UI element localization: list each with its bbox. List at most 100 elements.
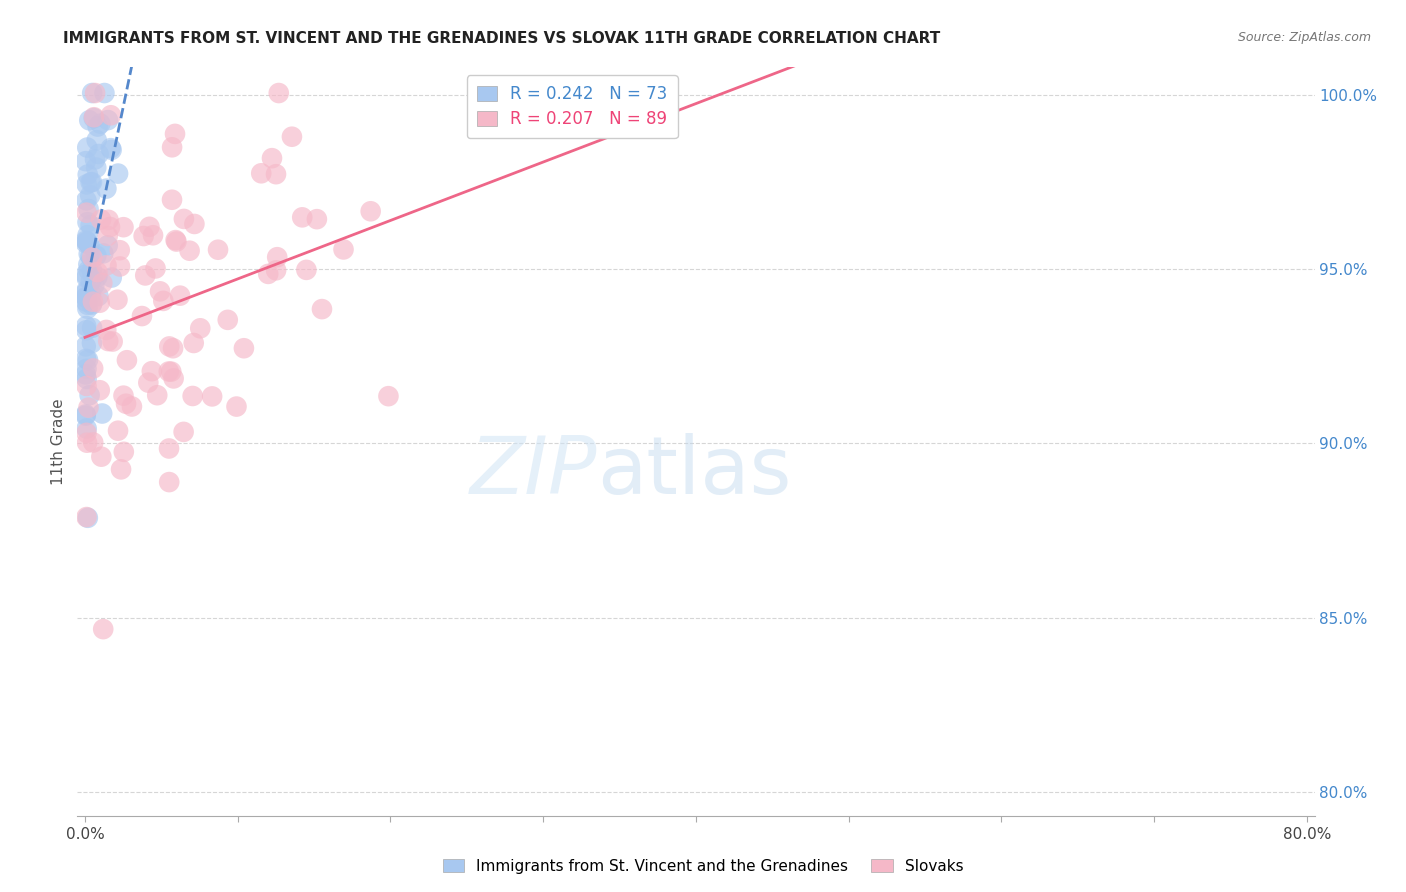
Point [377,389,399,403]
Point [91,276,114,290]
Point [160,365,183,379]
Point [257,267,280,281]
Point [80,287,103,301]
Point [157,339,180,353]
Point [75,351,97,366]
Point [82,321,104,335]
Point [77,202,100,216]
Point [75,323,97,337]
Point [97,113,120,128]
Point [76,510,98,524]
Point [75,339,97,353]
Point [107,167,129,181]
Point [76,235,98,250]
Point [163,127,186,141]
Point [76,291,98,305]
Point [201,389,224,403]
Point [157,442,180,456]
Point [90,212,112,227]
Point [76,205,98,219]
Point [76,435,98,450]
Point [76,140,98,154]
Point [75,294,97,309]
Text: atlas: atlas [598,433,792,510]
Point [142,228,165,243]
Point [183,336,205,351]
Point [250,166,273,180]
Point [79,175,101,189]
Point [80,175,103,189]
Point [91,407,114,421]
Point [138,376,160,390]
Point [79,238,101,252]
Point [107,293,129,307]
Legend: R = 0.242   N = 73, R = 0.207   N = 89: R = 0.242 N = 73, R = 0.207 N = 89 [467,75,678,138]
Text: Source: ZipAtlas.com: Source: ZipAtlas.com [1237,31,1371,45]
Point [86,120,108,134]
Point [82,294,104,309]
Point [332,243,354,257]
Point [84,161,107,175]
Point [207,243,229,257]
Point [84,86,107,100]
Point [96,323,118,337]
Point [121,400,143,414]
Text: IMMIGRANTS FROM ST. VINCENT AND THE GRENADINES VS SLOVAK 11TH GRADE CORRELATION : IMMIGRANTS FROM ST. VINCENT AND THE GREN… [63,31,941,46]
Point [80,274,103,288]
Point [82,361,104,376]
Point [260,151,283,165]
Point [76,510,98,524]
Point [138,219,160,234]
Point [295,263,318,277]
Point [305,212,328,227]
Point [91,622,114,636]
Point [96,181,118,195]
Point [76,379,98,393]
Point [77,401,100,415]
Point [157,364,180,378]
Point [91,246,114,260]
Point [75,409,97,423]
Point [82,86,104,100]
Point [100,270,122,285]
Point [162,341,184,355]
Point [162,371,184,385]
Point [83,278,105,293]
Point [146,388,169,402]
Point [188,321,211,335]
Point [75,268,97,282]
Text: ZIP: ZIP [470,433,598,510]
Point [76,301,98,316]
Point [97,212,120,227]
Point [83,110,105,124]
Point [76,178,98,192]
Point [291,211,314,225]
Point [77,257,100,271]
Point [360,204,382,219]
Point [79,249,101,263]
Point [141,364,163,378]
Point [108,260,131,274]
Point [100,141,122,155]
Point [79,388,101,402]
Point [75,368,97,382]
Point [79,218,101,232]
Point [96,258,118,272]
Point [173,211,195,226]
Point [152,293,174,308]
Point [76,215,98,229]
Point [76,228,98,243]
Point [311,302,333,317]
Point [87,147,110,161]
Point [86,133,108,147]
Point [93,86,115,100]
Point [75,285,97,300]
Point [108,243,131,257]
Point [112,445,135,459]
Point [264,167,287,181]
Point [75,408,97,422]
Point [131,309,153,323]
Point [173,425,195,439]
Point [166,235,188,249]
Point [75,290,97,304]
